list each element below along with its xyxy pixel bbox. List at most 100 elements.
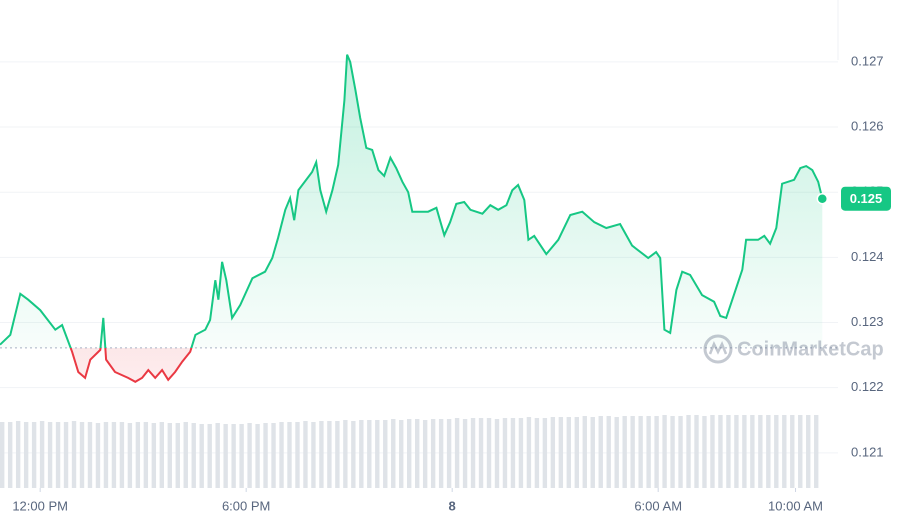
volume-bar: [518, 418, 524, 488]
volume-bars: [0, 415, 819, 488]
volume-bar: [159, 422, 165, 488]
volume-bar: [15, 421, 21, 488]
volume-bar: [782, 415, 787, 488]
volume-bar: [295, 422, 300, 488]
volume-bar: [486, 418, 492, 488]
volume-bar: [814, 415, 819, 488]
volume-bar: [678, 416, 683, 488]
volume-bar: [590, 417, 595, 488]
volume-bar: [470, 418, 476, 488]
y-tick-label: 0.124: [851, 249, 884, 264]
volume-bar: [734, 415, 739, 488]
y-tick-label: 0.127: [851, 53, 884, 68]
area: [0, 54, 823, 382]
volume-bar: [343, 420, 348, 488]
volume-bar: [199, 424, 204, 488]
current-dot: [816, 192, 829, 205]
volume-bar: [311, 422, 316, 488]
volume-bar: [143, 422, 149, 488]
plot: [0, 54, 838, 383]
x-tick-label: 10:00 AM: [768, 498, 823, 513]
volume-bar: [510, 418, 516, 488]
volume-bar: [239, 424, 244, 488]
volume-bar: [375, 420, 380, 488]
volume-bar: [175, 423, 180, 488]
watermark-text: CoinMarketCap: [737, 338, 884, 360]
volume-bar: [191, 423, 196, 488]
volume-bar: [47, 422, 53, 488]
volume-bar: [391, 419, 396, 488]
volume-bar: [638, 416, 643, 488]
volume-bar: [630, 416, 635, 488]
volume-bar: [359, 420, 364, 488]
volume-bar: [55, 422, 61, 488]
volume-bar: [414, 419, 420, 488]
volume-bar: [31, 422, 37, 488]
volume-bar: [502, 418, 508, 488]
axes: 0.121 0.122 0.123 0.124 0.125 0.126 0.127 12:00…: [12, 53, 891, 513]
volume-bar: [263, 423, 268, 488]
volume-bar: [367, 420, 372, 488]
volume-bar: [790, 415, 795, 488]
watermark-logo-mark: [708, 340, 728, 355]
volume-bar: [494, 419, 500, 488]
volume-bar: [558, 417, 564, 488]
volume-bar: [87, 422, 93, 488]
volume-bar: [606, 416, 611, 488]
volume-bar: [23, 422, 29, 488]
volume-bar: [207, 424, 212, 488]
volume-bar: [598, 416, 603, 488]
volume-bar: [167, 423, 172, 488]
current-price-label: 0.125: [850, 191, 883, 206]
volume-bar: [71, 421, 77, 488]
y-tick-label: 0.121: [851, 444, 884, 459]
volume-bar: [582, 416, 587, 488]
y-tick-label: 0.122: [851, 379, 884, 394]
y-tick-label: 0.123: [851, 314, 884, 329]
volume-bar: [462, 419, 468, 488]
watermark-logo: [703, 334, 733, 364]
volume-bar: [806, 415, 811, 488]
volume-bar: [454, 418, 460, 488]
x-tick-label: 12:00 PM: [12, 498, 68, 513]
volume-bar: [542, 418, 548, 488]
volume-bar: [287, 422, 292, 488]
volume-bar: [327, 421, 332, 488]
volume-bar: [407, 419, 412, 488]
volume-bar: [614, 417, 619, 488]
volume-bar: [766, 415, 771, 488]
volume-bar: [686, 415, 691, 488]
volume-bar: [750, 415, 755, 488]
volume-bar: [335, 421, 340, 488]
volume-bar: [438, 419, 444, 488]
volume-bar: [742, 415, 747, 488]
volume-bar: [151, 423, 157, 488]
volume-bar: [127, 423, 133, 488]
volume-bar: [758, 415, 763, 488]
volume-bar: [622, 416, 627, 488]
volume-bar: [247, 423, 252, 488]
volume-bar: [670, 416, 675, 488]
current-price-tag: [841, 186, 891, 211]
volume-bar: [710, 415, 715, 488]
volume-bar: [726, 415, 731, 488]
volume-bar: [303, 421, 308, 488]
volume-bar: [718, 415, 723, 488]
volume-bar: [702, 416, 707, 488]
volume-bar: [383, 420, 388, 488]
volume-bar: [446, 419, 452, 488]
volume-bar: [95, 423, 101, 488]
volume-bar: [478, 418, 484, 488]
volume-bar: [550, 417, 556, 488]
volume-bar: [566, 417, 572, 488]
volume-bar: [135, 422, 141, 488]
volume-bar: [534, 418, 540, 488]
volume-bar: [798, 415, 803, 488]
volume-bar: [654, 416, 659, 488]
volume-bar: [7, 422, 13, 488]
volume-bar: [430, 419, 436, 488]
volume-bar: [319, 421, 324, 488]
volume-bar: [39, 421, 45, 488]
volume-bar: [646, 416, 651, 488]
volume-bar: [103, 422, 109, 488]
